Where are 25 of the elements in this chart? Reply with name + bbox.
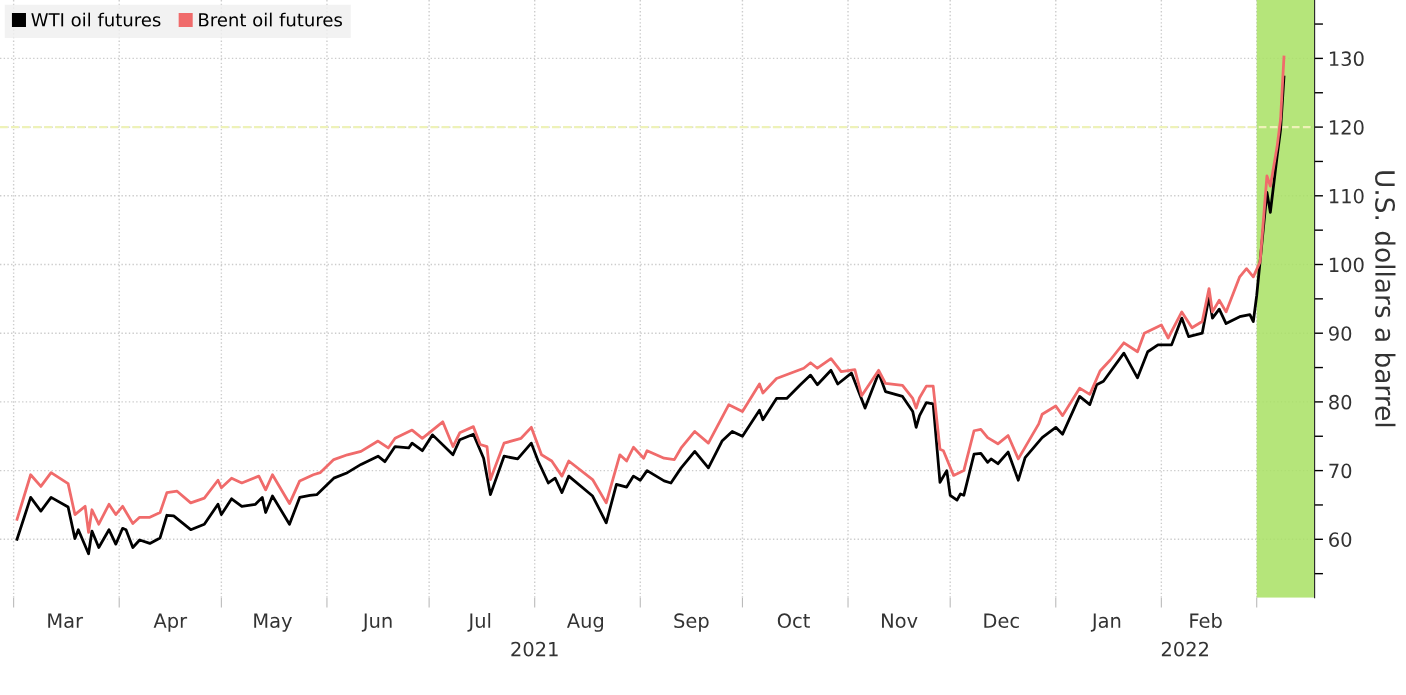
- legend-label: WTI oil futures: [31, 12, 161, 27]
- x-tick-label: Feb: [1190, 612, 1222, 629]
- y-tick-label: 70: [1329, 463, 1352, 479]
- y-tick-label: 120: [1329, 120, 1364, 135]
- x2-tick-label: 2022: [1161, 641, 1208, 657]
- x-tick-label: Apr: [153, 613, 188, 632]
- x-tick-label: Sep: [674, 613, 709, 632]
- x-tick-label: Mar: [48, 613, 84, 629]
- y-tick-label: 60: [1329, 532, 1352, 547]
- x2-tick-label: 2021: [511, 641, 558, 657]
- legend-label: Brent oil futures: [199, 12, 342, 27]
- x-tick-label: Jul: [467, 612, 491, 632]
- y-tick-label: 90: [1329, 326, 1352, 341]
- y-axis-title: U.S. dollars a barrel: [1375, 171, 1396, 427]
- y-tick-label: 100: [1329, 257, 1364, 273]
- x-tick-label: Jan: [1090, 613, 1121, 632]
- y-tick-label: 110: [1329, 188, 1364, 204]
- x-tick-label: Dec: [984, 613, 1019, 629]
- y-tick-label: 80: [1329, 394, 1352, 410]
- x-tick-label: May: [254, 613, 292, 632]
- x-tick-label: Aug: [566, 613, 603, 632]
- x-tick-label: Oct: [777, 613, 810, 629]
- x-tick-label: Jun: [361, 613, 392, 632]
- x-tick-label: Nov: [882, 613, 918, 629]
- y-tick-label: 130: [1329, 51, 1364, 67]
